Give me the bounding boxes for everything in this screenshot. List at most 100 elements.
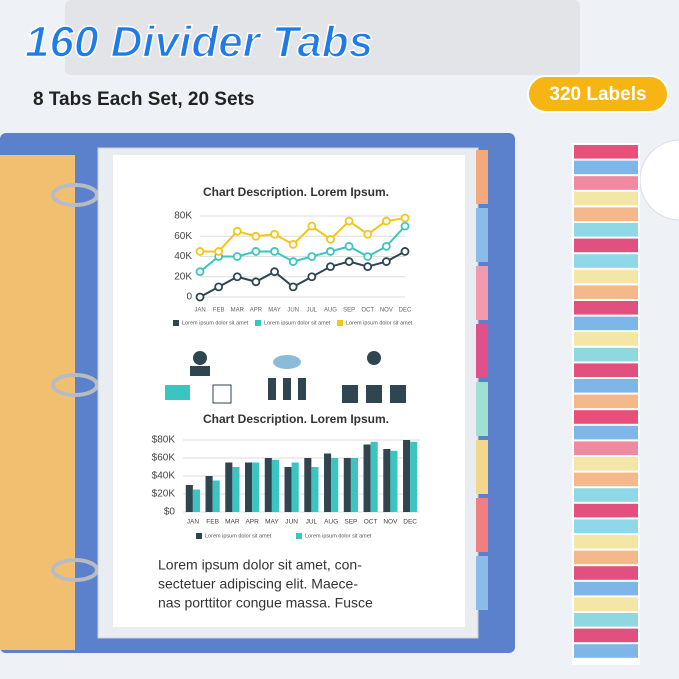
label <box>574 410 638 424</box>
bar <box>324 453 332 512</box>
x-tick-label: JUL <box>306 519 318 526</box>
bar <box>304 458 312 512</box>
x-tick-label: SEP <box>344 519 357 526</box>
x-tick-label: MAR <box>225 519 240 526</box>
point <box>232 226 242 236</box>
x-tick-label: FEB <box>213 308 225 314</box>
x-tick-label: OCT <box>364 519 378 526</box>
point <box>326 247 335 256</box>
point <box>251 277 261 287</box>
label <box>574 285 638 299</box>
point <box>307 252 317 261</box>
legend-label: Lorem ipsum dolor sit amet <box>205 533 272 539</box>
x-tick-label: AUG <box>324 519 338 526</box>
point <box>270 247 279 256</box>
title: 160 Divider Tabs <box>25 18 373 67</box>
bar <box>403 440 411 512</box>
label <box>574 597 638 611</box>
point <box>381 216 391 226</box>
label <box>574 441 638 455</box>
label <box>574 347 638 362</box>
point <box>288 257 298 266</box>
label <box>574 145 638 159</box>
bar <box>245 462 253 512</box>
point <box>344 216 354 226</box>
point <box>381 241 391 251</box>
x-tick-label: JUL <box>306 308 317 314</box>
paragraph-line: sectetuer adipiscing elit. Maece- <box>158 576 358 592</box>
label <box>574 535 638 549</box>
point <box>214 282 224 292</box>
paragraph: Lorem ipsum dolor sit amet, con-sectetue… <box>158 557 373 611</box>
point <box>400 221 410 231</box>
bar <box>225 462 233 512</box>
badge <box>527 75 669 113</box>
tab <box>476 382 488 436</box>
tab <box>476 324 488 378</box>
bar <box>331 458 339 512</box>
y-tick-label: $60K <box>152 453 176 464</box>
ring <box>51 373 99 397</box>
label <box>574 176 638 190</box>
x-tick-label: NOV <box>383 519 398 526</box>
point <box>270 229 279 239</box>
legend-swatch <box>337 320 343 326</box>
point <box>195 247 205 256</box>
bar <box>363 444 371 512</box>
y-tick-label: $20K <box>152 489 176 500</box>
tab <box>476 498 488 552</box>
label <box>574 316 638 331</box>
graph-paper <box>0 155 75 650</box>
y-tick-label: 0 <box>186 292 192 303</box>
point <box>344 241 354 251</box>
paragraph-line: nas porttitor congue massa. Fusce <box>158 595 373 611</box>
point <box>400 213 410 223</box>
point <box>288 239 298 249</box>
y-tick-label: $40K <box>152 471 176 482</box>
point <box>288 282 298 292</box>
x-tick-label: MAY <box>265 519 279 526</box>
x-tick-label: DEC <box>399 308 412 314</box>
point <box>270 267 279 277</box>
label <box>574 581 638 596</box>
point <box>232 252 242 261</box>
point <box>195 267 205 277</box>
point <box>363 229 373 239</box>
point <box>195 292 205 302</box>
legend-label: Lorem ipsum dolor sit amet <box>182 320 249 326</box>
x-tick-label: JUN <box>285 519 298 526</box>
tab <box>476 208 488 262</box>
x-tick-label: FEB <box>206 519 219 526</box>
label <box>574 566 638 580</box>
point <box>363 252 373 261</box>
y-tick-label: 60K <box>174 231 192 242</box>
label <box>574 269 638 284</box>
label <box>574 379 638 393</box>
point <box>326 234 335 244</box>
subtitle: 8 Tabs Each Set, 20 Sets <box>33 89 254 110</box>
bar <box>343 458 351 512</box>
ring <box>51 558 99 582</box>
point <box>344 257 354 266</box>
label <box>574 160 638 175</box>
label <box>574 332 638 346</box>
badge-text: 320 Labels <box>549 84 646 105</box>
bar <box>185 485 193 512</box>
point <box>307 272 317 282</box>
bar <box>212 480 220 512</box>
x-tick-label: DEC <box>403 519 417 526</box>
label-strip <box>574 145 638 658</box>
y-tick-label: 20K <box>174 271 192 282</box>
legend-swatch <box>173 320 179 326</box>
tab <box>476 556 488 610</box>
label <box>574 394 638 409</box>
label <box>574 363 638 377</box>
tab <box>476 266 488 320</box>
label <box>574 550 638 565</box>
x-tick-label: OCT <box>361 308 374 314</box>
x-tick-label: SEP <box>343 308 355 314</box>
chart-title: Chart Description. Lorem Ipsum. <box>203 185 389 199</box>
legend-swatch <box>196 533 202 539</box>
bar <box>383 449 391 512</box>
